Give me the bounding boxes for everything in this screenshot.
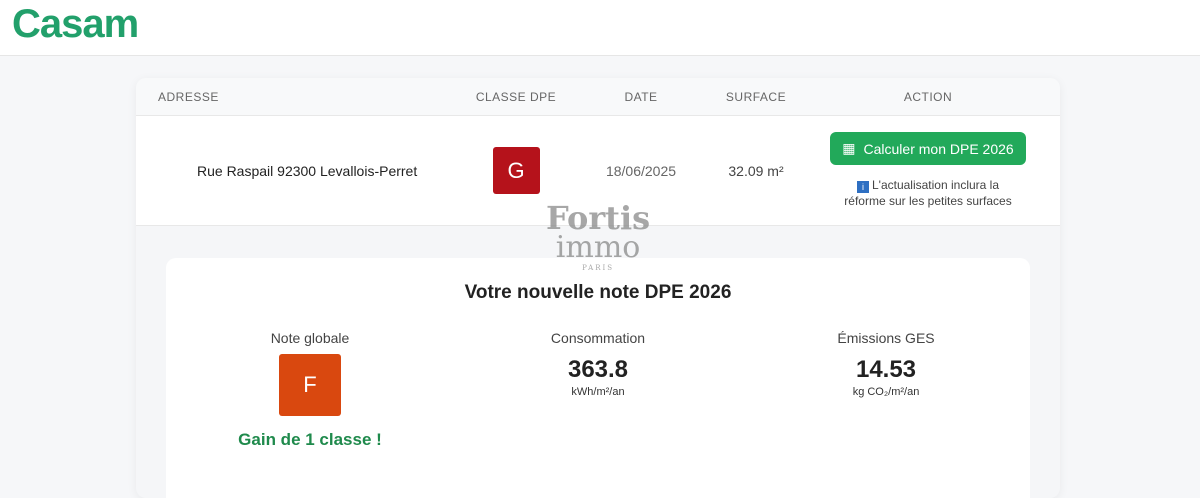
logo[interactable]: Casam: [12, 2, 139, 46]
col-action: ACTION: [903, 89, 953, 104]
ges-emissions: Émissions GES 14.53 kg CO₂/m²/an: [837, 330, 935, 398]
col-address: ADRESSE: [158, 89, 219, 104]
gain-text: Gain de 1 classe !: [238, 430, 382, 449]
consumption: Consommation 363.8 kWh/m²/an: [550, 330, 646, 398]
surface: 32.09 m²: [728, 162, 784, 179]
global-rating: Note globale F Gain de 1 classe !: [166, 330, 454, 450]
result-title: Votre nouvelle note DPE 2026: [464, 282, 732, 303]
result-panel: Votre nouvelle note DPE 2026 Note global…: [166, 258, 1030, 498]
dpe-class-badge: G: [492, 147, 540, 194]
table-row: Rue Raspail 92300 Levallois-Perret G 18/…: [136, 116, 1060, 226]
date: 18/06/2025: [605, 162, 677, 179]
table-header: ADRESSE CLASSE DPE DATE SURFACE ACTION: [136, 78, 1060, 116]
top-bar: Casam: [0, 0, 1200, 56]
new-class-badge: F: [279, 354, 341, 416]
calculate-dpe-button[interactable]: ▦ Calculer mon DPE 2026: [830, 132, 1026, 165]
col-class: CLASSE DPE: [475, 89, 557, 104]
info-icon: i: [856, 181, 869, 193]
info-note: i L'actualisation inclura la réforme sur …: [844, 178, 1012, 208]
col-surface: SURFACE: [725, 89, 787, 104]
watermark-logo: Fortis immo PARIS: [546, 199, 651, 272]
col-date: DATE: [624, 89, 658, 104]
address: Rue Raspail 92300 Levallois-Perret: [197, 162, 418, 179]
calculator-icon: ▦: [842, 140, 856, 156]
dpe-card: ADRESSE CLASSE DPE DATE SURFACE ACTION R…: [136, 78, 1060, 498]
